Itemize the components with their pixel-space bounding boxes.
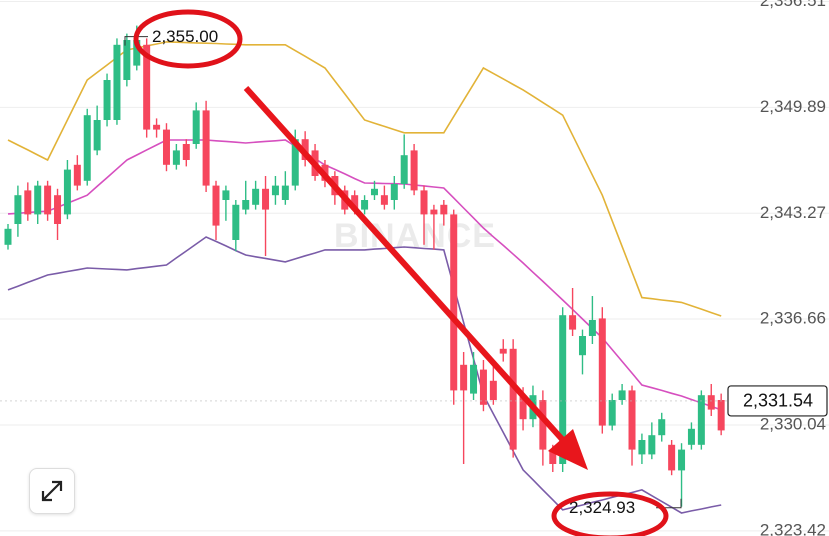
candle-body (212, 185, 220, 226)
expand-icon (41, 480, 63, 502)
candle-body (440, 204, 448, 215)
candle-body (24, 190, 32, 215)
candle-body (143, 44, 151, 130)
candle-body (410, 150, 418, 191)
expand-button[interactable] (29, 468, 75, 514)
watermark: BINANCE (334, 217, 496, 255)
candle-body (351, 195, 359, 210)
arrow-head (548, 429, 588, 470)
candle-body (618, 390, 626, 400)
candle-body (687, 428, 695, 445)
band-line (7, 236, 722, 514)
y-tick-label: 2,343.27 (760, 203, 826, 222)
annotation-label: 2,355.00 (152, 27, 218, 46)
highlight-circle (133, 9, 243, 69)
candle-body (123, 40, 131, 80)
candle-body (361, 200, 369, 210)
annotation-leader (124, 36, 148, 46)
candle-body (628, 390, 636, 450)
candle-body (539, 400, 547, 450)
candle-body (430, 209, 438, 215)
candle-body (460, 364, 468, 391)
candle-body (133, 40, 141, 66)
candle-body (489, 380, 497, 400)
candle-body (153, 124, 161, 130)
candle-body (222, 190, 230, 200)
candle-body (113, 44, 121, 120)
candle-body (192, 110, 200, 144)
candle-body (291, 139, 299, 186)
candle-body (668, 444, 676, 471)
candle-body (182, 144, 190, 160)
candle-body (281, 185, 289, 200)
candle-body (598, 318, 606, 426)
candle-body (262, 188, 270, 210)
candle-body (202, 110, 210, 186)
y-tick-label: 2,349.89 (760, 97, 826, 116)
candle-body (678, 449, 686, 471)
candle-body (470, 364, 478, 394)
candle-body (390, 184, 398, 200)
candle-body (242, 200, 250, 210)
candle-body (252, 188, 260, 205)
band-line (7, 139, 722, 411)
candle-body (420, 190, 428, 215)
candle-body (400, 155, 408, 184)
last-price-label: 2,331.54 (743, 391, 813, 411)
candle-body (509, 348, 517, 450)
candle-body (271, 185, 279, 196)
candle-body (569, 315, 577, 330)
y-tick-label: 2,356.51 (760, 0, 826, 10)
annotation-label: 2,324.93 (569, 498, 635, 517)
candle-body (73, 164, 81, 186)
candle-body (648, 435, 656, 455)
candle-body (638, 440, 646, 455)
last-price-box (727, 385, 828, 417)
candles (4, 25, 725, 507)
candle-body (559, 315, 567, 464)
candle-body (232, 204, 240, 240)
candle-body (658, 419, 666, 436)
candle-body (588, 320, 596, 336)
overlay: 2,355.00 2,324.93 2,331.54 (0, 27, 828, 517)
candle-body (83, 115, 91, 181)
candle-body (103, 80, 111, 120)
candle-body (697, 395, 705, 445)
y-tick-label: 2,330.04 (760, 414, 826, 433)
candle-body (380, 195, 388, 205)
trend-arrow (243, 85, 573, 451)
candle-body (519, 395, 527, 420)
highlight-circle (551, 491, 669, 536)
y-tick-label: 2,336.66 (760, 309, 826, 328)
candle-body (717, 400, 725, 431)
candle-body (54, 195, 62, 224)
candle-body (370, 188, 378, 196)
candle-body (63, 169, 71, 215)
candle-body (549, 449, 557, 464)
candle-body (34, 185, 42, 215)
candle-body (450, 214, 458, 391)
candle-body (4, 228, 12, 245)
candle-body (93, 120, 101, 151)
candle-body (44, 185, 52, 215)
y-tick-label: 2,323.42 (760, 520, 826, 536)
candle-body (172, 150, 180, 165)
candle-body (707, 395, 715, 410)
candle-body (479, 369, 487, 405)
candle-body (578, 336, 586, 356)
candle-body (499, 348, 507, 354)
candle-body (608, 400, 616, 426)
candle-body (14, 195, 22, 224)
candle-body (162, 129, 170, 165)
